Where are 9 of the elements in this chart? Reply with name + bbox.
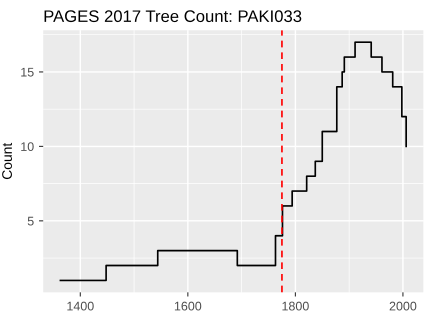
y-axis-title: Count xyxy=(2,142,12,180)
x-tick-label: 2000 xyxy=(390,302,416,311)
y-tick-label: 5 xyxy=(28,216,34,226)
x-tick-label: 1400 xyxy=(67,302,94,311)
x-tick-label: 1600 xyxy=(174,302,202,311)
y-tick-label: 15 xyxy=(21,68,34,77)
chart-title: PAGES 2017 Tree Count: PAKI033 xyxy=(44,10,302,22)
y-tick-label: 10 xyxy=(21,142,34,152)
x-tick-label: 1800 xyxy=(282,302,309,311)
